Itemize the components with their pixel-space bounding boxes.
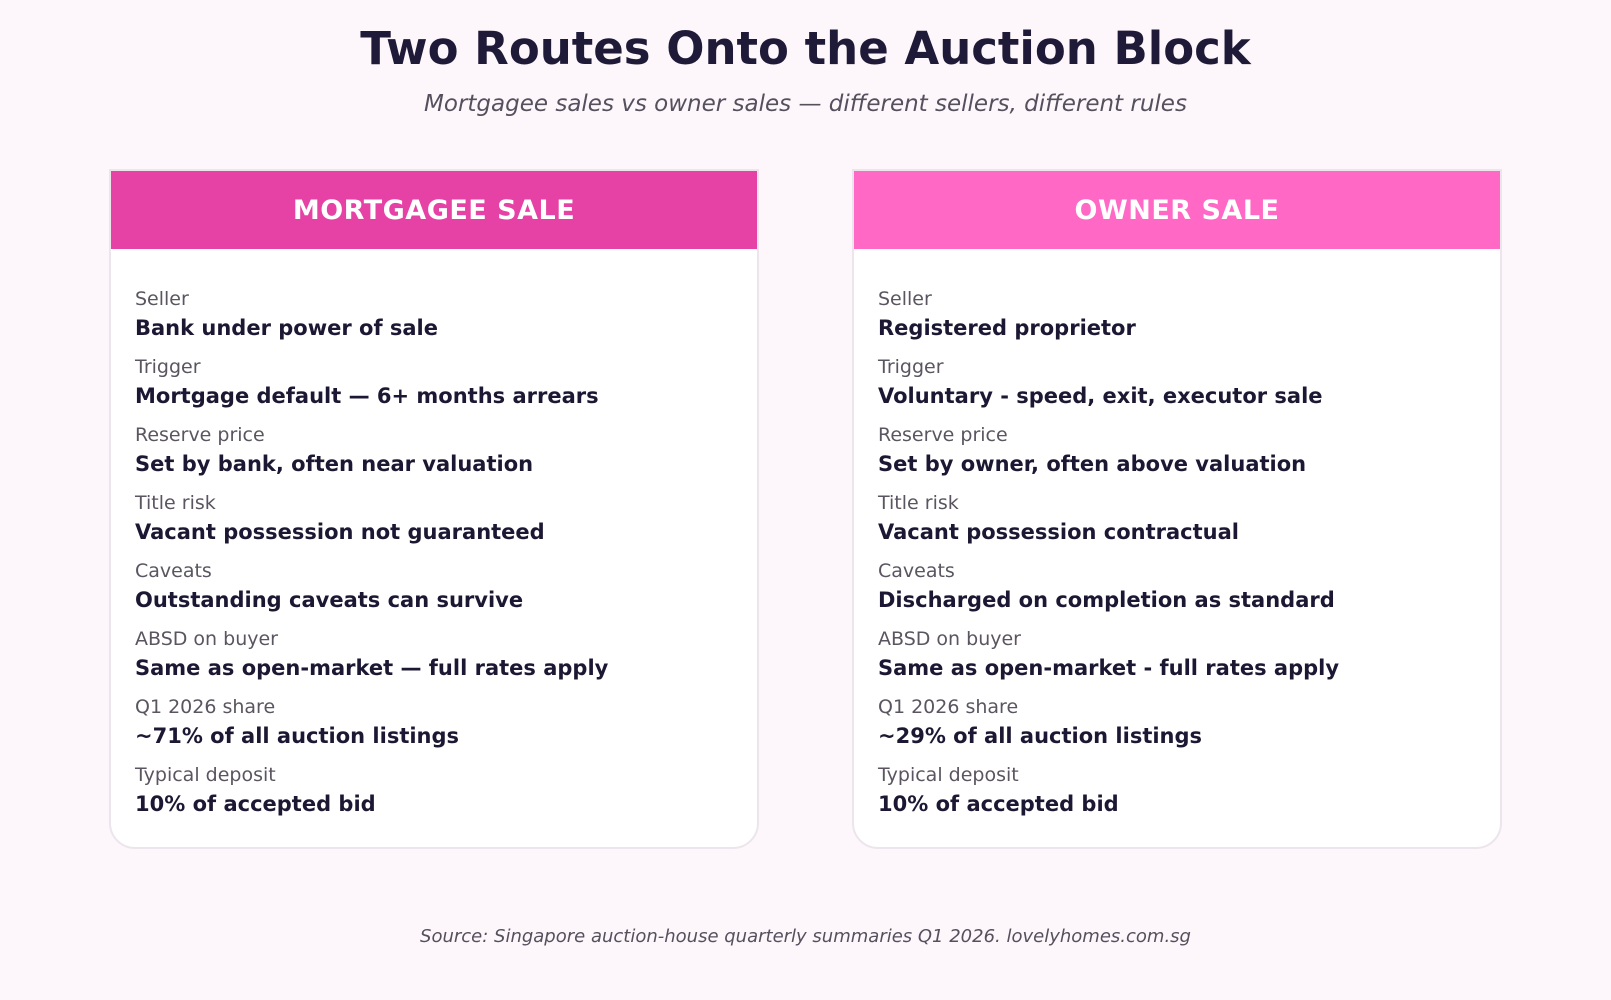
row-label: Q1 2026 share bbox=[135, 696, 276, 718]
row-label: Caveats bbox=[878, 560, 955, 582]
row-caveats: Caveats Discharged on completion as stan… bbox=[878, 559, 1476, 627]
row-label: Title risk bbox=[135, 492, 216, 514]
row-trigger: Trigger Mortgage default — 6+ months arr… bbox=[135, 355, 733, 423]
row-value: Voluntary - speed, exit, executor sale bbox=[878, 384, 1323, 408]
row-label: Trigger bbox=[878, 356, 944, 378]
row-title-risk: Title risk Vacant possession not guarant… bbox=[135, 491, 733, 559]
owner-sale-body: Seller Registered proprietor Trigger Vol… bbox=[854, 249, 1500, 831]
row-value: Bank under power of sale bbox=[135, 316, 439, 340]
row-value: Registered proprietor bbox=[878, 316, 1136, 340]
row-caveats: Caveats Outstanding caveats can survive bbox=[135, 559, 733, 627]
row-value: Outstanding caveats can survive bbox=[135, 588, 524, 612]
row-seller: Seller Registered proprietor bbox=[878, 287, 1476, 355]
mortgagee-sale-body: Seller Bank under power of sale Trigger … bbox=[111, 249, 757, 831]
row-label: Title risk bbox=[878, 492, 959, 514]
row-label: Typical deposit bbox=[878, 764, 1019, 786]
source-note: Source: Singapore auction-house quarterl… bbox=[420, 926, 1191, 947]
row-label: Q1 2026 share bbox=[878, 696, 1019, 718]
row-label: Caveats bbox=[135, 560, 212, 582]
row-value: Set by bank, often near valuation bbox=[135, 452, 534, 476]
row-value: Same as open-market - full rates apply bbox=[878, 656, 1340, 680]
owner-sale-card: OWNER SALE Seller Registered proprietor … bbox=[852, 169, 1502, 849]
page-subtitle: Mortgagee sales vs owner sales — differe… bbox=[424, 91, 1187, 117]
row-value: Same as open-market — full rates apply bbox=[135, 656, 609, 680]
row-value: Set by owner, often above valuation bbox=[878, 452, 1307, 476]
row-typical-deposit: Typical deposit 10% of accepted bid bbox=[878, 763, 1476, 831]
row-label: Reserve price bbox=[878, 424, 1008, 446]
row-seller: Seller Bank under power of sale bbox=[135, 287, 733, 355]
row-title-risk: Title risk Vacant possession contractual bbox=[878, 491, 1476, 559]
row-reserve-price: Reserve price Set by bank, often near va… bbox=[135, 423, 733, 491]
row-value: Discharged on completion as standard bbox=[878, 588, 1335, 612]
mortgagee-sale-card: MORTGAGEE SALE Seller Bank under power o… bbox=[109, 169, 759, 849]
row-value: Mortgage default — 6+ months arrears bbox=[135, 384, 599, 408]
row-label: Typical deposit bbox=[135, 764, 276, 786]
row-label: Seller bbox=[878, 288, 932, 310]
row-value: Vacant possession contractual bbox=[878, 520, 1239, 544]
row-label: ABSD on buyer bbox=[878, 628, 1021, 650]
row-value: 10% of accepted bid bbox=[878, 792, 1119, 816]
row-value: Vacant possession not guaranteed bbox=[135, 520, 545, 544]
page-title: Two Routes Onto the Auction Block bbox=[360, 22, 1251, 75]
row-reserve-price: Reserve price Set by owner, often above … bbox=[878, 423, 1476, 491]
row-value: ~29% of all auction listings bbox=[878, 724, 1203, 748]
row-label: Seller bbox=[135, 288, 189, 310]
row-label: Reserve price bbox=[135, 424, 265, 446]
row-absd-on-buyer: ABSD on buyer Same as open-market — full… bbox=[135, 627, 733, 695]
row-q1-2026-share: Q1 2026 share ~71% of all auction listin… bbox=[135, 695, 733, 763]
owner-sale-header: OWNER SALE bbox=[854, 171, 1500, 249]
row-trigger: Trigger Voluntary - speed, exit, executo… bbox=[878, 355, 1476, 423]
row-label: ABSD on buyer bbox=[135, 628, 278, 650]
mortgagee-sale-header: MORTGAGEE SALE bbox=[111, 171, 757, 249]
row-value: ~71% of all auction listings bbox=[135, 724, 460, 748]
row-absd-on-buyer: ABSD on buyer Same as open-market - full… bbox=[878, 627, 1476, 695]
row-value: 10% of accepted bid bbox=[135, 792, 376, 816]
row-label: Trigger bbox=[135, 356, 201, 378]
row-q1-2026-share: Q1 2026 share ~29% of all auction listin… bbox=[878, 695, 1476, 763]
row-typical-deposit: Typical deposit 10% of accepted bid bbox=[135, 763, 733, 831]
